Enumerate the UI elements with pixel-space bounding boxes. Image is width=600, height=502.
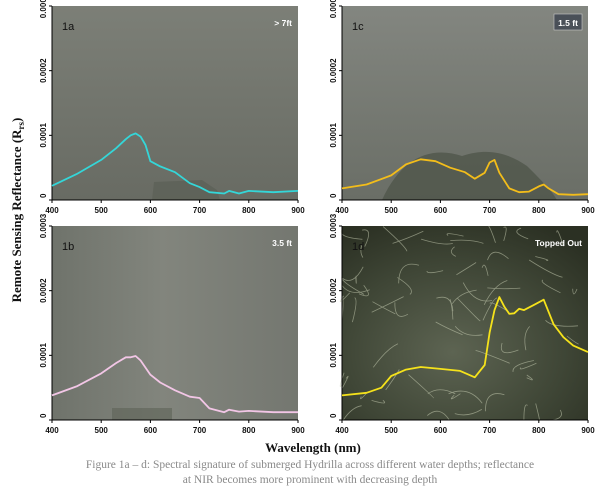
x-tick-label: 800 <box>242 206 256 215</box>
x-tick-label: 900 <box>581 206 595 215</box>
x-tick-label: 900 <box>291 206 305 215</box>
y-tick-label: 0.0002 <box>329 278 338 303</box>
y-tick-label: 0.0001 <box>329 123 338 148</box>
x-tick-label: 700 <box>483 206 497 215</box>
figure-caption: Figure 1a – d: Spectral signature of sub… <box>30 458 590 488</box>
y-tick-label: 0 <box>39 413 48 418</box>
x-tick-label: 800 <box>532 206 546 215</box>
panel-1c-spectrum-line <box>341 158 589 196</box>
panel-1d-background <box>342 226 588 420</box>
y-tick-label: 0.0003 <box>329 0 338 18</box>
y-tick-label: 0 <box>329 193 338 198</box>
y-tick-label: 0.0002 <box>39 58 48 83</box>
x-tick-label: 500 <box>385 426 399 435</box>
panel-1a-background <box>52 6 298 200</box>
x-tick-label: 400 <box>45 426 59 435</box>
x-tick-label: 600 <box>434 426 448 435</box>
panel-1c: 400 500 600 700 800 900 0 0.0001 0.0002 0.0003 1c 1… <box>329 0 595 215</box>
panel-1a-vegetation <box>152 180 220 200</box>
x-tick-label: 800 <box>532 426 546 435</box>
x-tick-label: 400 <box>335 426 349 435</box>
panel-1b-vegetation <box>112 408 172 420</box>
panel-1b-label: 1b <box>62 241 74 253</box>
panel-1a-depth-label: > 7ft <box>274 18 292 28</box>
y-tick-label: 0 <box>329 413 338 418</box>
x-tick-label: 900 <box>291 426 305 435</box>
caption-line-2: at NIR becomes more prominent with decre… <box>182 474 438 486</box>
panel-1d-label: 1d <box>352 241 364 253</box>
x-tick-label: 600 <box>144 426 158 435</box>
panel-1c-depth-label: 1.5 ft <box>558 18 578 28</box>
x-tick-label: 700 <box>193 426 207 435</box>
y-tick-label: 0.0001 <box>329 343 338 368</box>
panel-1d-spectrum-line <box>341 296 589 397</box>
panel-1b-depth-label: 3.5 ft <box>272 238 292 248</box>
panel-1a: 400 500 600 700 800 900 0 0.0001 0.0002 0.0003 1a >… <box>39 0 305 215</box>
y-tick-label: 0.0001 <box>39 343 48 368</box>
x-tick-label: 500 <box>95 206 109 215</box>
x-tick-label: 400 <box>335 206 349 215</box>
panel-1b-spectrum-line <box>51 355 298 414</box>
y-tick-label: 0.0003 <box>39 0 48 18</box>
panel-1a-label: 1a <box>62 21 75 33</box>
x-tick-label: 700 <box>483 426 497 435</box>
y-tick-label: 0.0002 <box>39 278 48 303</box>
panel-1b: 400 500 600 700 800 900 0 0.0001 0.0002 0.0003 1b 3… <box>39 213 305 435</box>
y-tick-label: 0.0003 <box>329 213 338 238</box>
panel-1d-depth-label: Topped Out <box>535 238 582 248</box>
x-tick-label: 500 <box>95 426 109 435</box>
x-tick-label: 600 <box>144 206 158 215</box>
caption-line-1: Figure 1a – d: Spectral signature of sub… <box>85 459 535 471</box>
y-tick-label: 0.0002 <box>329 58 338 83</box>
panel-1c-label: 1c <box>352 21 364 33</box>
depth-badge <box>553 13 583 31</box>
panel-1d: 400 500 600 700 800 900 0 0.0001 0.0002 0.0003 1d T… <box>329 213 595 435</box>
x-tick-label: 900 <box>581 426 595 435</box>
x-tick-label: 600 <box>434 206 448 215</box>
x-tick-label: 500 <box>385 206 399 215</box>
x-tick-label: 800 <box>242 426 256 435</box>
x-tick-label: 700 <box>193 206 207 215</box>
y-tick-label: 0.0003 <box>39 213 48 238</box>
y-tick-label: 0.0001 <box>39 123 48 148</box>
panel-1a-spectrum-line <box>51 132 299 195</box>
x-tick-label: 400 <box>45 206 59 215</box>
y-axis-title: Remote Sensing Reflectance (Rrs) <box>9 118 26 303</box>
x-axis-title: Wavelength (nm) <box>265 440 361 455</box>
y-tick-label: 0 <box>39 193 48 198</box>
panel-1b-background <box>52 226 298 420</box>
